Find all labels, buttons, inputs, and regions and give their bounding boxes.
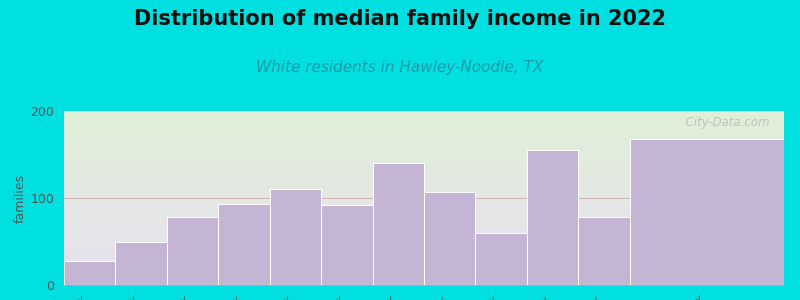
- Bar: [64, 261, 115, 285]
- Text: City-Data.com: City-Data.com: [678, 116, 770, 129]
- Bar: [115, 242, 167, 285]
- Bar: [578, 217, 630, 285]
- Bar: [527, 150, 578, 285]
- Bar: [270, 189, 321, 285]
- Bar: [373, 163, 424, 285]
- Bar: [167, 217, 218, 285]
- Bar: [424, 192, 475, 285]
- Text: Distribution of median family income in 2022: Distribution of median family income in …: [134, 9, 666, 29]
- Bar: [321, 205, 373, 285]
- Text: White residents in Hawley-Noodle, TX: White residents in Hawley-Noodle, TX: [256, 60, 544, 75]
- Y-axis label: families: families: [14, 173, 26, 223]
- Bar: [475, 233, 527, 285]
- Bar: [630, 139, 784, 285]
- Bar: [218, 204, 270, 285]
